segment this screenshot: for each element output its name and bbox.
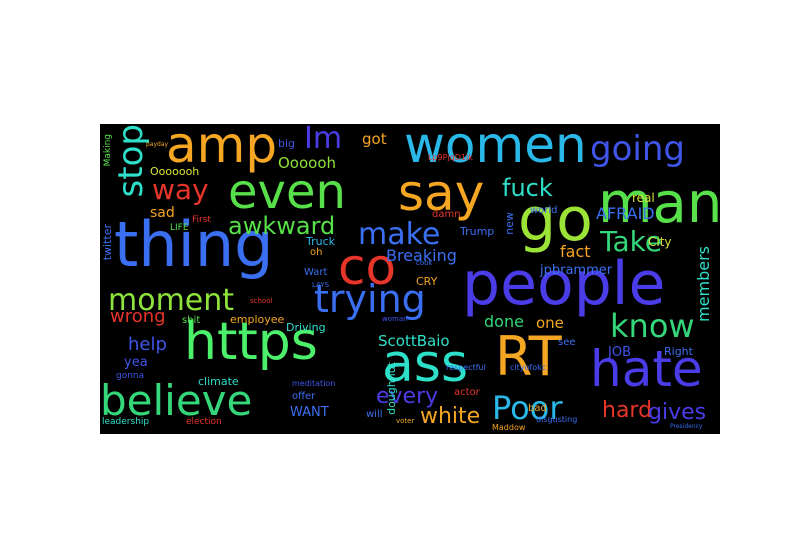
word-trying: trying (314, 277, 426, 321)
word-poor: Poor (492, 389, 563, 427)
word-go: go (518, 185, 593, 255)
word-believe: believe (100, 376, 253, 425)
word-making: Making (103, 134, 113, 167)
word-fuck: fuck (502, 174, 553, 202)
word-amp: amp (166, 124, 278, 174)
word-co: co (338, 238, 397, 296)
word-got: got (362, 130, 387, 148)
word-wrong: wrong (110, 306, 166, 327)
word-jpbrammer: jpbrammer (540, 263, 613, 278)
word-trump: Trump (460, 225, 495, 238)
word-rt: RT (495, 325, 562, 388)
word-right: Right (664, 345, 693, 358)
word-https: https (184, 312, 318, 372)
word-driving: Driving (286, 321, 326, 334)
word-people: people (462, 249, 666, 319)
word-lp9pjqd1ik: Lp9PjqD1ik (428, 153, 473, 162)
word-stop: stop (111, 124, 151, 198)
word-damn: damn (432, 209, 461, 220)
word-election: election (186, 417, 222, 427)
word-cloud: thing people https ass RT hate co even s… (100, 124, 720, 434)
word-woman: woman (382, 315, 408, 323)
word-truck: Truck (306, 235, 336, 248)
word-cry: CRY (416, 275, 438, 288)
word-disgusting: disgusting (536, 415, 578, 424)
word-voter: voter (396, 417, 415, 425)
word-world: world (530, 205, 558, 216)
word-fact: fact (560, 242, 591, 261)
word-cook: cook (416, 259, 433, 267)
word-breaking: Breaking (386, 246, 457, 265)
word-ass: ass (382, 334, 469, 394)
word-way: way (152, 173, 209, 206)
word-lays: LAYS (312, 281, 330, 289)
word-actor: actor (454, 387, 480, 398)
word-help: help (128, 334, 167, 355)
word-thing: thing (114, 208, 274, 281)
word-sad: sad (150, 205, 175, 221)
word-know: know (610, 307, 695, 345)
word-want: WANT (290, 405, 329, 420)
word-school: school (250, 297, 273, 305)
word-wart: Wart (304, 267, 328, 278)
word-man: man (598, 171, 720, 236)
word-presidency: Presidency (670, 423, 703, 430)
word-even: even (228, 164, 346, 220)
word-doughnut: doughnut (385, 362, 398, 415)
word-white: white (420, 404, 481, 429)
word-see: see (558, 337, 576, 348)
word-members: members (694, 246, 713, 322)
word-city: City (648, 235, 672, 249)
word-done: done (484, 312, 524, 331)
word-gonna: gonna (116, 371, 145, 381)
word-women: women (404, 124, 587, 174)
word-meditation: meditation (292, 379, 336, 388)
word-say: say (398, 164, 485, 222)
word-offer: offer (292, 391, 316, 402)
word-one: one (536, 314, 564, 332)
word-every: every (376, 384, 439, 409)
word-will: will (366, 409, 383, 420)
word-going: going (590, 129, 685, 169)
word-afraid: AFRAID (596, 204, 655, 223)
word-awkward: awkward (228, 212, 336, 240)
word-take: Take (600, 225, 663, 258)
word-big: big (278, 137, 296, 150)
word-gives: gives (648, 400, 707, 425)
word-im: Im (304, 124, 343, 156)
word-hate: hate (590, 340, 703, 398)
word-respectful: respectful (446, 363, 486, 372)
word-maddow: Maddow (492, 423, 526, 432)
word-job: JOB (608, 345, 631, 360)
word-first: First (192, 215, 211, 225)
word-hard: hard (602, 398, 653, 423)
word-climate: climate (198, 375, 239, 388)
word-payday: payday (146, 141, 169, 148)
word-twitter: twitter (101, 224, 114, 261)
word-leadership: leadership (102, 417, 150, 427)
word-yea: yea (124, 355, 148, 370)
word-scottbaio: ScottBaio (378, 332, 450, 350)
word-real: real (632, 191, 655, 205)
word-oooooh: Oooooh (278, 154, 337, 172)
word-oh: oh (310, 247, 323, 258)
word-bad: bad (528, 403, 547, 414)
word-life: LIFE (170, 223, 189, 233)
word-ooooooh: Ooooooh (150, 165, 200, 178)
word-employee: employee (230, 313, 285, 326)
word-shit: shit (182, 315, 201, 326)
word-make: make (358, 217, 441, 252)
word-moment: moment (108, 283, 235, 318)
word-new: new (503, 212, 516, 235)
word-cityofokc: cityofokc (510, 363, 547, 372)
